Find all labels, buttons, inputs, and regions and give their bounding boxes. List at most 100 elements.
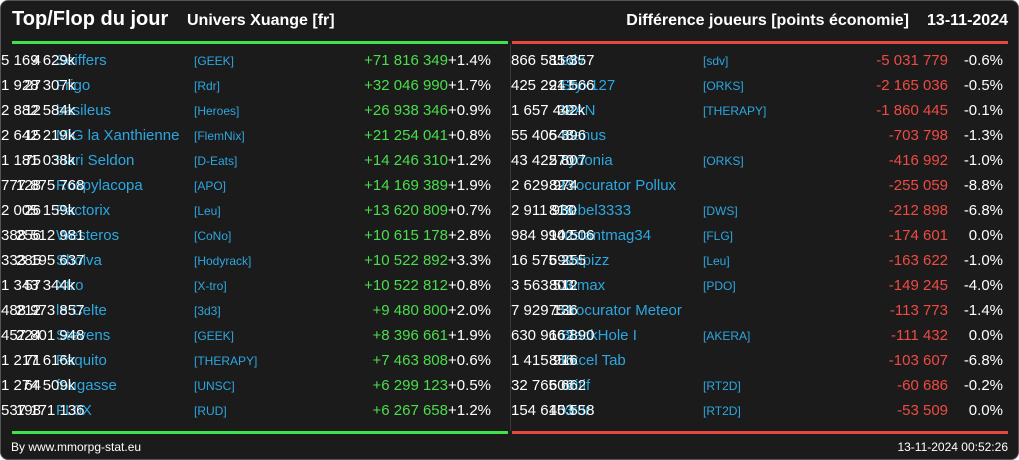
- alliance-tag-link[interactable]: [X-tro]: [194, 279, 227, 293]
- player-name-link[interactable]: le Celte: [56, 302, 107, 319]
- alliance-tag-link[interactable]: [UNSC]: [194, 379, 235, 393]
- alliance-tag-link[interactable]: [Heroes]: [194, 104, 240, 118]
- points-difference: +14 169 389: [364, 177, 448, 194]
- points-difference: -416 992: [888, 152, 948, 169]
- alliance-tag-link[interactable]: [AKERA]: [703, 329, 751, 343]
- player-points: 1 657 442k: [511, 102, 586, 119]
- alliance-tag-link[interactable]: [GEEK]: [194, 329, 235, 343]
- alliance-tag-link[interactable]: [Leu]: [703, 254, 730, 268]
- player-name-link[interactable]: Snipizz: [561, 252, 610, 269]
- player-name-link[interactable]: Procurator Meteor: [561, 302, 682, 319]
- flop-row: 548 manus 55 406 396 -703 798 -1.3%: [511, 123, 1011, 148]
- player-rank: 162: [548, 327, 574, 344]
- alliance-tag-link[interactable]: [GEEK]: [194, 54, 235, 68]
- player-rank: 224: [15, 327, 41, 344]
- player-points: 3 563 512: [511, 277, 578, 294]
- flop-row: 690 Snipizz [Leu] 16 575 255 -163 622 -1.0%: [511, 248, 1011, 273]
- player-name-link[interactable]: fougasse: [56, 377, 117, 394]
- player-points: 537 171 136: [1, 402, 85, 419]
- alliance-tag-link[interactable]: [RT2D]: [703, 379, 741, 393]
- alliance-tag-link[interactable]: [Rdr]: [194, 79, 221, 93]
- player-rank: 241: [548, 77, 574, 94]
- player-name-link[interactable]: Jumax: [561, 277, 606, 294]
- player-name-link[interactable]: Xtro: [56, 277, 84, 294]
- alliance-tag-link[interactable]: [Leu]: [194, 204, 221, 218]
- alliance-tag-link[interactable]: [ORKS]: [703, 79, 744, 93]
- flop-row: 803 Jumax [PDO] 3 563 512 -149 245 -4.0%: [511, 273, 1011, 298]
- points-difference: +6 267 658: [372, 402, 449, 419]
- player-name-link[interactable]: Procurator Pollux: [561, 177, 677, 194]
- player-name-link[interactable]: Hari Seldon: [56, 152, 135, 169]
- player-name-link[interactable]: Stitif: [561, 377, 591, 394]
- alliance-tag-link[interactable]: [sdv]: [703, 54, 729, 68]
- player-name-link[interactable]: MiG la Xanthienne: [56, 127, 180, 144]
- alliance-tag-link[interactable]: [ORKS]: [703, 154, 744, 168]
- alliance-tag-link[interactable]: [RUD]: [194, 404, 227, 418]
- player-name-link[interactable]: Pactorix: [56, 202, 111, 219]
- player-name-link[interactable]: Rospylacopa: [56, 177, 143, 194]
- player-name-link[interactable]: BlackHole I: [561, 327, 637, 344]
- player-points: 2 629 974: [511, 177, 578, 194]
- alliance-tag-link[interactable]: [THERAPY]: [194, 354, 258, 368]
- player-rank: 26: [24, 202, 41, 219]
- player-name-link[interactable]: Westeros: [56, 227, 120, 244]
- player-name-link[interactable]: Frigo: [56, 77, 91, 94]
- player-name-link[interactable]: FL0X: [56, 402, 92, 419]
- player-rank: 570: [548, 152, 574, 169]
- player-name-link[interactable]: xlr8r: [561, 402, 591, 419]
- percent-change: -0.1%: [963, 102, 1003, 119]
- player-name-link[interactable]: sdv: [561, 52, 585, 69]
- percent-change: +1.9%: [448, 327, 491, 344]
- player-points: 388 512 981: [1, 227, 85, 244]
- top-row: 26 Pactorix [Leu] 2 005 159k +13 620 809 +0.7…: [1, 198, 501, 223]
- player-points: 630 966 890: [511, 327, 595, 344]
- alliance-tag-link[interactable]: [DWS]: [703, 204, 738, 218]
- alliance-tag-link[interactable]: [3d3]: [194, 304, 221, 318]
- player-name-link[interactable]: Excel Tab: [561, 352, 626, 369]
- alliance-tag-link[interactable]: [D-Eats]: [194, 154, 238, 168]
- player-name-link[interactable]: manus: [561, 127, 607, 144]
- column-divider: [510, 44, 511, 431]
- top-divider-bottom: [12, 431, 508, 434]
- alliance-tag-link[interactable]: [Hodyrack]: [194, 254, 252, 268]
- player-name-link[interactable]: Paquito: [56, 352, 107, 369]
- points-difference: +7 463 808: [372, 352, 449, 369]
- player-name-link[interactable]: WAN: [561, 102, 596, 119]
- player-name-link[interactable]: bebel3333: [561, 202, 632, 219]
- player-rank: 856: [548, 352, 574, 369]
- player-rank: 39: [557, 102, 574, 119]
- player-points: 1 181 038k: [1, 152, 76, 169]
- alliance-tag-link[interactable]: [FLG]: [703, 229, 734, 243]
- player-rank: 64: [24, 377, 41, 394]
- alliance-tag-link[interactable]: [FlemNix]: [194, 129, 245, 143]
- alliance-tag-link[interactable]: [CoNo]: [194, 229, 232, 243]
- points-difference: +26 938 346: [364, 102, 448, 119]
- source-link[interactable]: By www.mmorpg-stat.eu: [11, 440, 142, 454]
- alliance-tag-link[interactable]: [APO]: [194, 179, 227, 193]
- flop-row: 39 WAN [THERAPY] 1 657 442k -1 860 445 -0.1%: [511, 98, 1011, 123]
- player-rank: 4: [32, 52, 41, 69]
- points-difference: +71 816 349: [364, 52, 448, 69]
- top-list: 4 Seiffers [GEEK] 5 169 629k +71 816 349 +1.4…: [1, 48, 501, 423]
- player-name-link[interactable]: cydonia: [561, 152, 613, 169]
- player-points: 1 415 916: [511, 352, 578, 369]
- top-row: 64 fougasse [UNSC] 1 274 509k +6 299 123 +0.5…: [1, 373, 501, 398]
- player-rank: 751: [548, 302, 574, 319]
- flop-row: 570 cydonia [ORKS] 43 422 807 -416 992 -1.0%: [511, 148, 1011, 173]
- player-rank: 15: [24, 127, 41, 144]
- top-row: 71 Paquito [THERAPY] 1 217 616k +7 463 808 +0…: [1, 348, 501, 373]
- player-name-link[interactable]: basileus: [56, 102, 112, 119]
- top-row: 27 Frigo [Rdr] 1 928 307k +32 046 990 +1.7%: [1, 73, 501, 98]
- player-name-link[interactable]: Styx127: [561, 77, 616, 94]
- alliance-tag-link[interactable]: [PDO]: [703, 279, 736, 293]
- player-name-link[interactable]: Sholva: [56, 252, 102, 269]
- player-name-link[interactable]: Seiffers: [56, 52, 107, 69]
- player-rank: 198: [15, 402, 41, 419]
- points-difference: -163 622: [888, 252, 948, 269]
- player-name-link[interactable]: instantmag34: [561, 227, 652, 244]
- percent-change: +1.9%: [448, 177, 491, 194]
- player-name-link[interactable]: Stevens: [56, 327, 111, 344]
- alliance-tag-link[interactable]: [THERAPY]: [703, 104, 767, 118]
- alliance-tag-link[interactable]: [RT2D]: [703, 404, 741, 418]
- points-difference: +21 254 041: [364, 127, 448, 144]
